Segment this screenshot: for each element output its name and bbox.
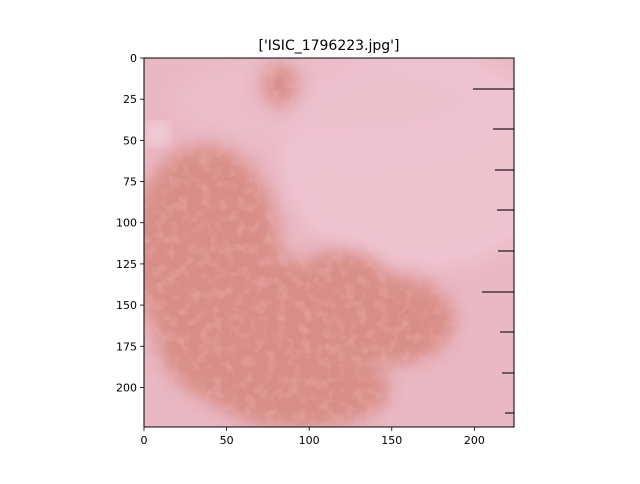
y-tick-label: 125	[116, 258, 137, 271]
x-tick-label: 0	[141, 434, 148, 447]
y-tick-label: 175	[116, 340, 137, 353]
y-tick-label: 50	[123, 134, 137, 147]
y-tick-label: 25	[123, 93, 137, 106]
y-tick-label: 200	[116, 381, 137, 394]
axes-frame	[143, 57, 515, 428]
y-tick-label: 100	[116, 217, 137, 230]
dermoscopy-image	[144, 58, 514, 427]
y-tick-label: 0	[130, 52, 137, 65]
y-tick-label: 150	[116, 299, 137, 312]
y-tick-label: 75	[123, 176, 137, 189]
x-tick-label: 50	[220, 434, 234, 447]
x-axis: 0 50 100 150 200	[141, 427, 485, 447]
x-tick-label: 150	[381, 434, 402, 447]
x-tick-label: 200	[464, 434, 485, 447]
ruler-marks	[473, 88, 514, 414]
x-tick-label: 100	[299, 434, 320, 447]
chart-title: ['ISIC_1796223.jpg']	[258, 38, 399, 54]
lesion-pigment	[144, 58, 514, 427]
y-axis: 0 25 50 75 100 125 150 175 200	[116, 52, 144, 394]
